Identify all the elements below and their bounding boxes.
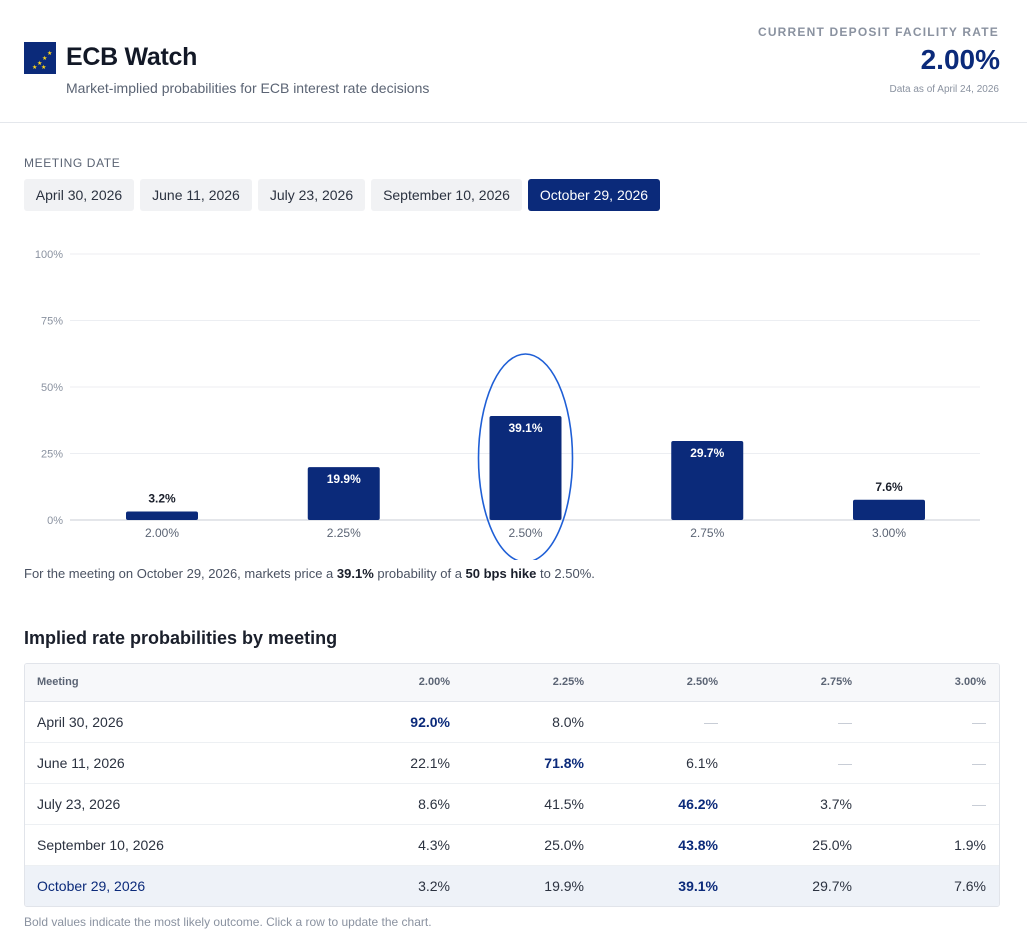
row-probability-cell: 92.0% [410,713,450,730]
row-probability-cell: 1.9% [865,823,999,865]
table-footnote: Bold values indicate the most likely out… [24,915,432,929]
x-tick-label: 2.50% [508,526,542,540]
row-probability-cell: 19.9% [463,864,597,906]
svg-text:★: ★ [37,60,42,67]
row-probability-cell: 3.2% [327,864,463,906]
tab-june-11-2026[interactable]: June 11, 2026 [140,179,252,211]
tab-october-29-2026[interactable]: October 29, 2026 [528,179,660,211]
app-title: ECB Watch [66,43,198,71]
row-probability-cell: 29.7% [731,864,865,906]
svg-text:★: ★ [41,64,46,71]
row-probability-cell: 41.5% [463,782,597,824]
row-probability-cell: 71.8% [463,741,597,783]
row-probability-cell: 22.1% [327,741,463,783]
y-tick-label: 50% [41,382,63,394]
app-header: ★ ★ ★ ★ ★ ECB Watch Market-implied proba… [0,0,1027,123]
column-header-meeting: Meeting [25,664,327,702]
y-tick-label: 75% [41,316,63,328]
row-probability-cell: 8.6% [327,782,463,824]
app-subtitle: Market-implied probabilities for ECB int… [66,80,430,96]
summary-suffix: to 2.50%. [536,566,595,581]
svg-text:★: ★ [42,55,47,62]
column-header-rate: 2.00% [327,664,463,702]
summary-probability: 39.1% [336,566,374,581]
bar [126,511,198,520]
bar-value-label: 7.6% [875,480,903,494]
row-probability-cell: — [704,713,718,730]
summary-prefix: For the meeting on October 29, 2026, mar… [24,566,337,581]
table-row[interactable]: September 10, 2026 4.3% 25.0% 43.8% 25.0% 1.9… [25,823,999,865]
current-rate-value: 2.00% [920,44,1000,75]
probability-chart: 0% 25% 50% 75% 100% 3.2% 2.00% 19.9% 2.25% 39.1% 2… [0,240,1027,560]
bar-value-label: 19.9% [327,472,361,486]
bar [489,415,562,520]
row-probability-cell: 25.0% [731,823,865,865]
y-tick-label: 25% [41,449,63,461]
table-row[interactable]: June 11, 2026 22.1% 71.8% 6.1% — — [25,741,999,783]
column-header-rate: 3.00% [865,664,999,702]
summary-middle: probability of a [373,566,466,581]
meeting-date-label: MEETING DATE [24,156,121,170]
chart-summary: For the meeting on October 29, 2026, mar… [24,566,595,581]
current-rate-label: CURRENT DEPOSIT FACILITY RATE [757,25,999,39]
probabilities-table: Meeting 2.00% 2.25% 2.50% 2.75% 3.00% Ap… [24,663,1000,907]
row-probability-cell: 43.8% [597,823,731,865]
row-probability-cell: 39.1% [597,864,731,906]
y-tick-label: 0% [47,515,63,527]
column-header-rate: 2.50% [597,664,731,702]
x-tick-label: 3.00% [872,526,906,540]
row-probability-cell: 6.1% [597,741,731,783]
svg-text:★: ★ [47,50,52,57]
column-header-rate: 2.25% [463,664,597,702]
tab-july-23-2026[interactable]: July 23, 2026 [258,179,365,211]
svg-text:★: ★ [32,64,37,71]
bar-value-label: 29.7% [690,446,724,460]
row-meeting-date: April 30, 2026 [37,713,124,730]
x-tick-label: 2.00% [145,526,179,540]
x-tick-label: 2.25% [327,526,361,540]
table-row[interactable]: October 29, 2026 3.2% 19.9% 39.1% 29.7% 7.6% [25,864,999,906]
eu-flag-icon: ★ ★ ★ ★ ★ [24,42,56,74]
probability-chart-svg: 0% 25% 50% 75% 100% 3.2% 2.00% 19.9% 2.25% 39.1% 2… [35,249,980,560]
row-probability-cell: — [731,741,865,783]
tab-april-30-2026[interactable]: April 30, 2026 [24,179,134,211]
table-title: Implied rate probabilities by meeting [24,628,338,648]
tab-september-10-2026[interactable]: September 10, 2026 [371,179,522,211]
row-probability-cell: — [972,713,986,730]
row-probability-cell: 4.3% [327,823,463,865]
table-header-row: Meeting 2.00% 2.25% 2.50% 2.75% 3.00% [25,664,999,702]
bar [307,467,380,520]
row-meeting-date: July 23, 2026 [25,782,327,824]
row-probability-cell: 7.6% [865,864,999,906]
table-row[interactable]: July 23, 2026 8.6% 41.5% 46.2% 3.7% — [25,782,999,824]
row-meeting-date: September 10, 2026 [25,823,327,865]
row-probability-cell: — [865,741,999,783]
row-probability-cell: 46.2% [597,782,731,824]
summary-move: 50 bps hike [465,566,537,581]
x-tick-label: 2.75% [690,526,724,540]
bar-value-label: 3.2% [148,491,176,505]
row-probability-cell: 25.0% [463,823,597,865]
row-meeting-date: October 29, 2026 [25,864,327,906]
row-probability-cell: 3.7% [731,782,865,824]
row-probability-cell: — [865,782,999,824]
row-meeting-date: June 11, 2026 [25,741,327,783]
column-header-rate: 2.75% [731,664,865,702]
data-as-of: Data as of April 24, 2026 [889,84,999,95]
bar [671,440,744,520]
table-row[interactable]: April 30, 2026 92.0% 8.0% — — — [25,701,999,742]
row-probability-cell: 8.0% [552,713,584,730]
y-tick-label: 100% [35,249,63,261]
bar [853,499,925,520]
row-probability-cell: — [838,713,852,730]
highlight-ellipse [477,353,574,560]
bar-value-label: 39.1% [508,421,542,435]
